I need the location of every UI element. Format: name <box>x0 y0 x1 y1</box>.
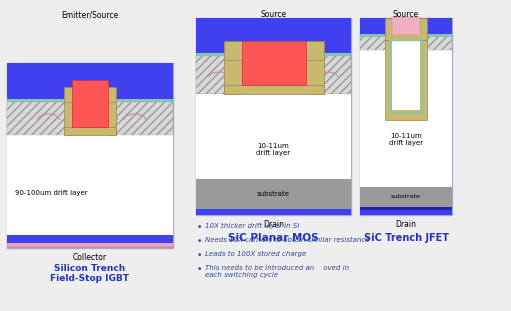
Text: SiC Trench JFET: SiC Trench JFET <box>363 233 449 243</box>
Bar <box>360 18 452 34</box>
Bar <box>196 209 351 215</box>
Bar <box>196 56 351 94</box>
Bar <box>7 135 173 235</box>
Text: •: • <box>197 237 202 246</box>
Bar <box>360 207 452 210</box>
Text: substrate: substrate <box>257 191 290 197</box>
Bar <box>7 102 173 135</box>
Bar <box>7 243 173 248</box>
Bar <box>360 187 452 207</box>
Text: Silicon Trench
Field-Stop IGBT: Silicon Trench Field-Stop IGBT <box>51 264 129 283</box>
Bar <box>196 53 351 56</box>
Bar <box>64 102 72 135</box>
Text: Needs 10X carriers to obtain similar resistance: Needs 10X carriers to obtain similar res… <box>205 237 369 243</box>
Text: Collector: Collector <box>73 253 107 262</box>
Bar <box>360 50 452 187</box>
Bar <box>64 127 116 135</box>
Bar <box>196 94 351 179</box>
Text: This needs to be introduced an    oved in
each switching cycle: This needs to be introduced an oved in e… <box>205 265 349 278</box>
Bar <box>390 40 422 112</box>
Text: •: • <box>197 223 202 232</box>
Bar <box>224 60 242 94</box>
Text: Leads to 100X stored charge: Leads to 100X stored charge <box>205 251 306 257</box>
Text: SiC Planar MOS: SiC Planar MOS <box>228 233 319 243</box>
Bar <box>7 235 173 243</box>
Text: Drain: Drain <box>396 220 416 229</box>
Text: 10-11um
drift layer: 10-11um drift layer <box>257 143 291 156</box>
Text: •: • <box>197 265 202 274</box>
Bar <box>306 60 324 94</box>
Bar <box>196 18 351 53</box>
Bar <box>360 35 452 50</box>
Text: Source: Source <box>261 10 287 19</box>
Bar <box>360 34 452 37</box>
Bar <box>392 40 420 110</box>
Bar <box>224 41 324 63</box>
Bar <box>7 99 173 102</box>
Bar <box>7 243 173 248</box>
Text: 10X thicker drift layer in Si: 10X thicker drift layer in Si <box>205 223 299 229</box>
Text: Source: Source <box>393 10 419 19</box>
Bar <box>196 179 351 209</box>
Text: Drain: Drain <box>263 220 284 229</box>
Bar <box>385 18 427 40</box>
Bar <box>224 85 324 94</box>
Bar <box>392 17 420 35</box>
Bar <box>385 40 427 120</box>
Bar <box>360 18 452 215</box>
Bar <box>7 63 173 99</box>
Bar <box>244 64 304 94</box>
Text: 90-100um drift layer: 90-100um drift layer <box>15 190 87 196</box>
Text: •: • <box>197 251 202 260</box>
Text: substrate: substrate <box>391 194 421 199</box>
Text: Emitter/Source: Emitter/Source <box>61 10 119 19</box>
Bar <box>242 41 306 85</box>
Bar <box>7 63 173 248</box>
Bar <box>108 102 116 135</box>
Bar <box>360 209 452 215</box>
Text: 10-11um
drift layer: 10-11um drift layer <box>389 133 423 146</box>
Bar <box>64 87 116 105</box>
Bar <box>196 18 351 215</box>
Bar <box>72 80 108 127</box>
